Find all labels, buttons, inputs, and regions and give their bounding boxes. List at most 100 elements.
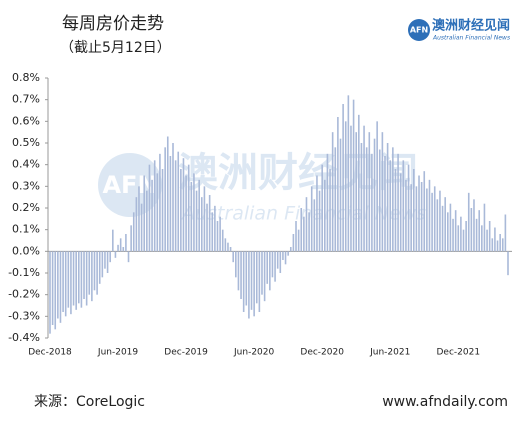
bar: [135, 197, 138, 252]
bar: [344, 121, 347, 252]
bar: [85, 251, 88, 306]
bar: [216, 221, 219, 252]
bar: [399, 173, 402, 252]
bar: [269, 251, 271, 291]
y-tick-label: 0.6%: [12, 114, 40, 127]
bar: [229, 247, 232, 252]
bar: [426, 188, 428, 252]
bar: [326, 153, 329, 252]
bar: [289, 247, 292, 252]
y-tick-label: 0.2%: [12, 201, 40, 214]
bar: [51, 251, 54, 325]
bar: [127, 251, 130, 263]
y-tick-label: 0.8%: [12, 71, 40, 84]
bar: [313, 199, 316, 252]
bar: [190, 182, 193, 252]
bar: [235, 251, 237, 278]
bar: [282, 251, 284, 260]
bar: [462, 229, 465, 252]
bar: [381, 132, 384, 252]
bar: [360, 143, 363, 252]
bar: [208, 195, 211, 252]
bar: [114, 251, 117, 258]
bar: [112, 229, 114, 252]
bar: [439, 190, 441, 252]
bar: [250, 251, 253, 310]
bar: [122, 247, 125, 252]
x-tick-label: Jun-2019: [97, 348, 138, 358]
bar: [221, 229, 224, 252]
bar: [169, 156, 172, 252]
bar: [284, 251, 287, 265]
bar: [334, 147, 337, 252]
bar: [300, 208, 303, 252]
bar: [276, 251, 279, 269]
bar: [433, 186, 436, 252]
bar: [119, 238, 122, 252]
bar: [271, 251, 274, 278]
bar: [240, 251, 242, 299]
bar: [407, 164, 410, 252]
bar: [253, 251, 255, 317]
bar: [329, 169, 331, 252]
bar: [242, 251, 245, 312]
bar: [496, 240, 499, 252]
bar: [447, 212, 449, 252]
bar: [405, 179, 407, 252]
x-tick-label: Dec-2021: [436, 348, 480, 358]
bar: [308, 212, 310, 252]
bar: [287, 251, 289, 256]
bar: [402, 160, 405, 252]
bar: [460, 216, 462, 252]
bar: [352, 99, 355, 252]
bar: [49, 251, 51, 334]
bar: [72, 251, 75, 306]
bar: [465, 221, 467, 252]
bar: [193, 173, 195, 252]
bar: [457, 225, 460, 252]
bar: [54, 251, 57, 330]
bar: [138, 186, 140, 252]
bar: [331, 132, 334, 252]
bar: [410, 184, 412, 252]
y-tick-label: -0.3%: [8, 309, 40, 322]
x-tick-label: Jun-2020: [233, 348, 274, 358]
bar: [371, 153, 373, 252]
bar: [499, 234, 501, 252]
bar: [185, 175, 187, 252]
bar: [412, 169, 415, 252]
bar: [75, 251, 77, 310]
logo-mark: AFN: [410, 26, 428, 35]
bar: [394, 169, 397, 252]
bar: [318, 190, 321, 252]
bar: [172, 143, 174, 252]
bar: [507, 251, 509, 276]
bar: [491, 238, 494, 252]
bar: [363, 125, 365, 252]
bar: [389, 160, 392, 252]
bar: [324, 179, 326, 252]
bar: [143, 175, 146, 252]
y-tick-label: 0.5%: [12, 136, 40, 149]
bar: [292, 234, 295, 252]
bar: [91, 251, 93, 302]
bar: [214, 205, 216, 252]
bar: [373, 138, 376, 252]
bar: [151, 179, 153, 252]
bar: [303, 216, 305, 252]
bar: [386, 143, 389, 252]
bar: [384, 156, 386, 252]
bar: [106, 251, 109, 273]
bar: [198, 179, 200, 252]
bar: [224, 238, 227, 252]
bar: [64, 251, 67, 317]
bar: [98, 251, 101, 284]
bar: [104, 251, 106, 269]
y-tick-label: -0.1%: [8, 266, 40, 279]
bar: [350, 125, 352, 252]
x-tick-label: Dec-2018: [28, 348, 72, 358]
bar: [125, 234, 127, 252]
bar: [365, 147, 368, 252]
bar: [504, 214, 507, 252]
